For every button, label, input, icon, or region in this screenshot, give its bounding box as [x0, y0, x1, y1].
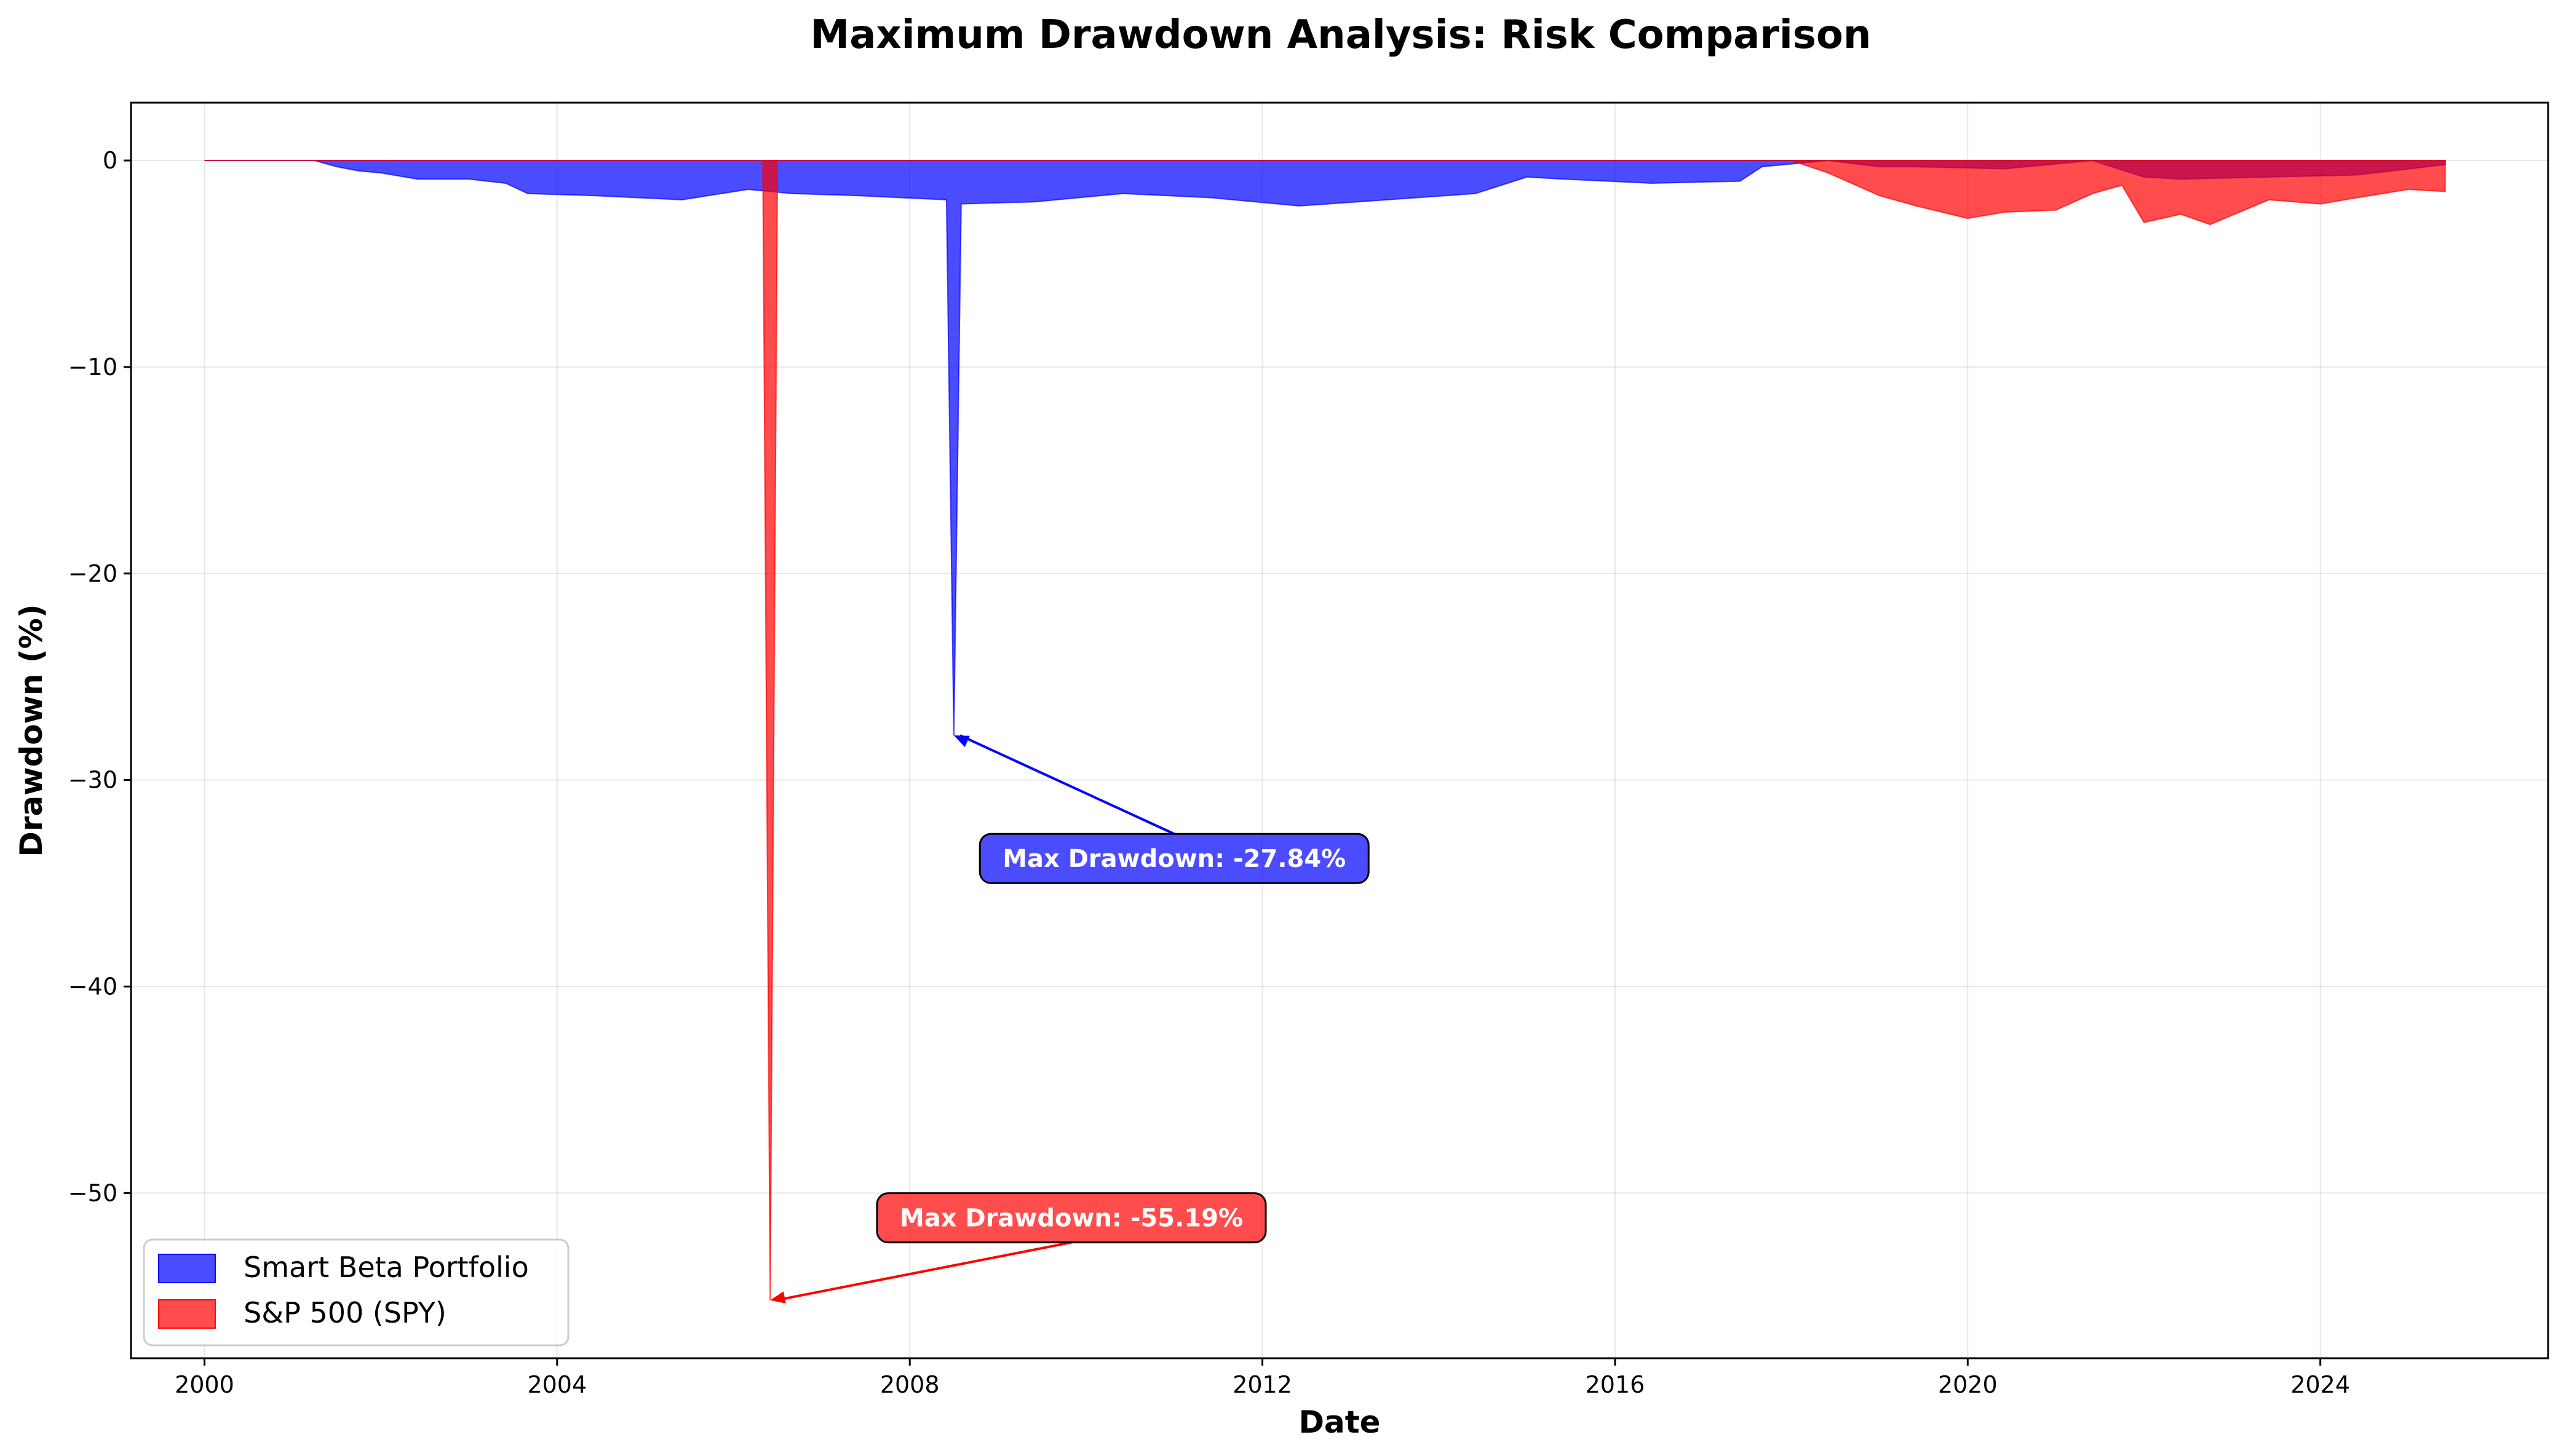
- chart-title: Maximum Drawdown Analysis: Risk Comparis…: [811, 12, 1872, 58]
- annotation-arrowhead: [953, 735, 970, 747]
- annotation-box: [979, 833, 1370, 884]
- x-tick-label: 2004: [527, 1371, 587, 1398]
- legend: Smart Beta Portfolio S&P 500 (SPY): [143, 1238, 570, 1347]
- y-axis-label: Drawdown (%): [14, 604, 49, 857]
- legend-frame: [143, 1238, 570, 1347]
- y-tick-label: −30: [68, 767, 117, 794]
- annotation-smart-beta: Max Drawdown: -27.84%: [953, 734, 1370, 884]
- x-tick-label: 2020: [1938, 1371, 1998, 1398]
- x-tick-label: 2008: [880, 1371, 940, 1398]
- grid-lines: [131, 103, 2548, 1358]
- annotation-arrow-line: [959, 734, 1175, 836]
- annotation-label: Max Drawdown: -27.84%: [1003, 845, 1346, 873]
- legend-label-smart-beta: Smart Beta Portfolio: [244, 1251, 529, 1284]
- annotations: Max Drawdown: -27.84% Max Drawdown: -55.1…: [770, 734, 1370, 1304]
- annotation-arrow-line: [776, 1241, 1072, 1302]
- x-tick-label: 2012: [1233, 1371, 1292, 1398]
- y-tick-label: 0: [103, 147, 117, 174]
- annotation-arrowhead: [770, 1291, 786, 1304]
- drawdown-area-spy: [204, 160, 2446, 1300]
- legend-label-spy: S&P 500 (SPY): [244, 1296, 447, 1329]
- y-tick-label: −50: [68, 1179, 117, 1206]
- drawdown-areas: [204, 160, 2446, 1300]
- annotation-box: [876, 1192, 1267, 1244]
- legend-swatch-smart-beta: [158, 1254, 216, 1283]
- annotation-label: Max Drawdown: -55.19%: [900, 1205, 1243, 1233]
- x-tick-label: 2000: [175, 1371, 234, 1398]
- axis-ticks: 2000 2004 2008 2012 2016 2020 2024 0 −10 −20 −30 −4…: [68, 147, 2350, 1398]
- y-tick-label: −20: [68, 560, 117, 587]
- x-axis-label: Date: [1298, 1404, 1380, 1440]
- annotation-spy: Max Drawdown: -55.19%: [770, 1192, 1267, 1304]
- x-tick-label: 2024: [2290, 1371, 2350, 1398]
- y-tick-label: −10: [68, 354, 117, 381]
- legend-swatch-spy: [158, 1299, 216, 1329]
- x-tick-label: 2016: [1586, 1371, 1645, 1398]
- drawdown-area-smart-beta: [204, 160, 2446, 736]
- plot-frame: [130, 101, 2549, 1359]
- y-tick-label: −40: [68, 973, 117, 1000]
